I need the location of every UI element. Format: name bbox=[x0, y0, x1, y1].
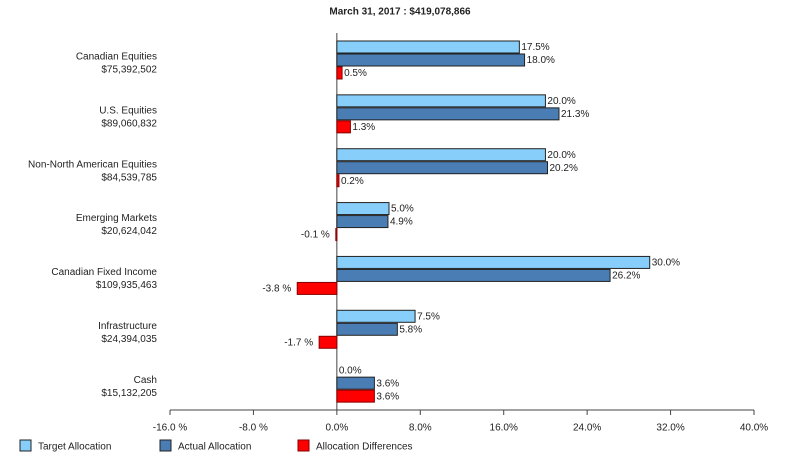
category-label: Canadian Equities bbox=[76, 52, 157, 63]
bar bbox=[335, 228, 338, 242]
x-tick-label: 40.0% bbox=[740, 423, 768, 434]
bar bbox=[336, 322, 398, 336]
category-amount: $20,624,042 bbox=[101, 226, 157, 237]
x-tick-label: 32.0% bbox=[656, 423, 684, 434]
legend-label: Allocation Differences bbox=[316, 442, 413, 453]
value-label: -0.1 % bbox=[301, 230, 330, 241]
value-label: -1.7 % bbox=[284, 337, 313, 348]
value-label: 20.2% bbox=[550, 163, 578, 174]
value-label: 26.2% bbox=[612, 271, 640, 282]
bar bbox=[336, 94, 546, 108]
x-tick-label: -16.0 % bbox=[153, 423, 188, 434]
value-label: 5.0% bbox=[391, 204, 414, 215]
x-tick-label: 16.0% bbox=[490, 423, 518, 434]
value-label: 1.3% bbox=[352, 122, 375, 133]
value-label: 3.6% bbox=[376, 391, 399, 402]
value-label: 20.0% bbox=[547, 96, 575, 107]
category-label: Emerging Markets bbox=[76, 213, 157, 224]
value-label: 20.0% bbox=[547, 150, 575, 161]
legend-swatch bbox=[19, 439, 32, 452]
category-label: Non-North American Equities bbox=[28, 159, 157, 170]
x-tick-label: 24.0% bbox=[573, 423, 601, 434]
bar bbox=[336, 255, 651, 269]
bar bbox=[336, 148, 546, 162]
category-amount: $84,539,785 bbox=[101, 172, 157, 183]
category-amount: $15,132,205 bbox=[101, 388, 157, 399]
bar bbox=[336, 389, 375, 403]
bar bbox=[336, 202, 390, 216]
value-label: 30.0% bbox=[652, 258, 680, 269]
value-label: 3.6% bbox=[376, 378, 399, 389]
value-label: 0.5% bbox=[344, 68, 367, 79]
bar bbox=[336, 40, 520, 54]
value-label: 21.3% bbox=[561, 109, 589, 120]
bar bbox=[336, 268, 611, 282]
category-label: Infrastructure bbox=[98, 321, 157, 332]
x-tick-label: 8.0% bbox=[409, 423, 432, 434]
value-label: 7.5% bbox=[417, 311, 440, 322]
bar bbox=[336, 376, 375, 390]
category-amount: $109,935,463 bbox=[96, 280, 158, 291]
value-label: 18.0% bbox=[527, 55, 555, 66]
value-label: 17.5% bbox=[521, 42, 549, 53]
value-label: 0.0% bbox=[339, 365, 362, 376]
category-label: Canadian Fixed Income bbox=[51, 267, 157, 278]
category-label: Cash bbox=[134, 375, 157, 386]
value-label: 4.9% bbox=[390, 217, 413, 228]
bar bbox=[336, 107, 560, 121]
legend-swatch bbox=[297, 439, 310, 452]
bar bbox=[296, 281, 338, 295]
value-label: 0.2% bbox=[341, 176, 364, 187]
category-amount: $89,060,832 bbox=[101, 118, 157, 129]
x-tick-label: -8.0 % bbox=[239, 423, 268, 434]
bar bbox=[336, 309, 416, 323]
value-label: -3.8 % bbox=[262, 284, 291, 295]
bar bbox=[336, 174, 340, 188]
category-amount: $24,394,035 bbox=[101, 334, 157, 345]
chart-title: March 31, 2017 : $419,078,866 bbox=[329, 7, 471, 18]
bar bbox=[336, 161, 549, 175]
bar bbox=[336, 53, 526, 67]
bar bbox=[336, 120, 351, 134]
legend-swatch bbox=[159, 439, 172, 452]
bar bbox=[336, 66, 343, 80]
legend-label: Actual Allocation bbox=[178, 442, 251, 453]
bar bbox=[318, 335, 338, 349]
category-amount: $75,392,502 bbox=[101, 65, 157, 76]
value-label: 5.8% bbox=[399, 324, 422, 335]
bar bbox=[336, 215, 389, 229]
x-tick-label: 0.0% bbox=[325, 423, 348, 434]
legend-label: Target Allocation bbox=[38, 442, 111, 453]
category-label: U.S. Equities bbox=[99, 105, 157, 116]
